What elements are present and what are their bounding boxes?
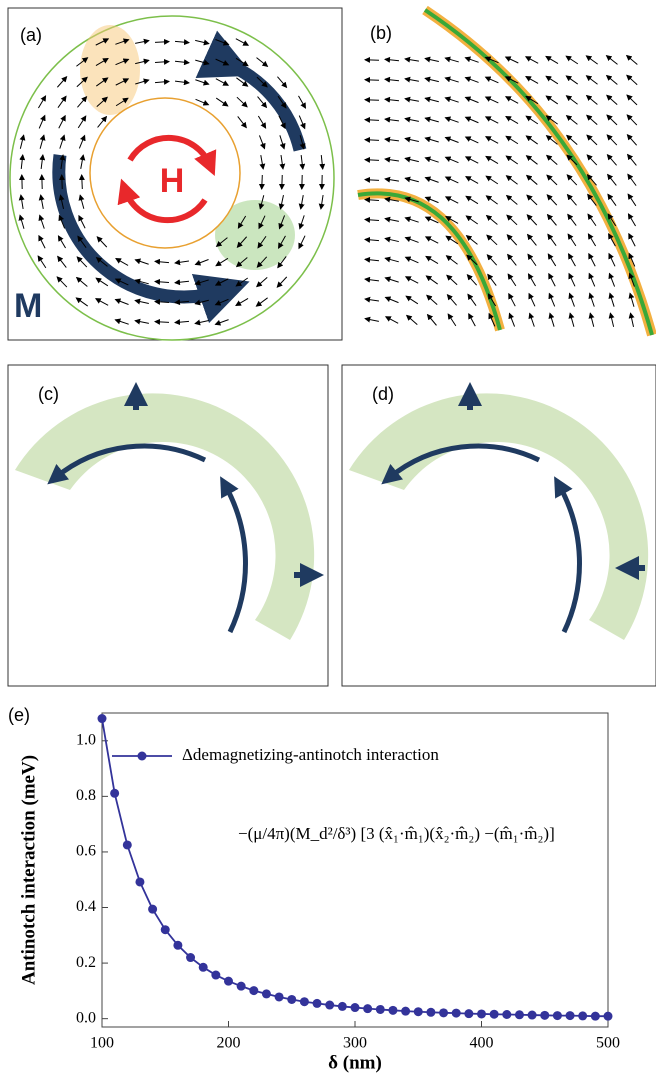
panel-a: H M (a) [8,8,342,340]
data-point [540,1011,549,1020]
legend-label: Δdemagnetizing-antinotch interaction [182,745,439,764]
data-point [262,989,271,998]
data-point [388,1006,397,1015]
y-tick-label: 0.8 [76,787,96,804]
panel-b: (b) [357,8,656,340]
data-point [604,1012,613,1021]
magnetization-label: M [14,287,42,325]
x-tick-label: 100 [90,1035,114,1052]
data-point [351,1003,360,1012]
data-point [148,905,157,914]
data-point [224,977,233,986]
data-point [566,1011,575,1020]
spin-arrow [365,80,379,81]
data-point [313,999,322,1008]
data-point [363,1004,372,1013]
data-point [464,1009,473,1018]
data-point [98,714,107,723]
data-point [578,1011,587,1020]
chart: (e) δ (nm) Antinotch interaction (meV) −… [8,705,620,1074]
legend-marker [138,752,147,761]
formula: −(μ/4π)(M_d²/δ³) [3 (x̂₁·m̂₁)(x̂₂·m̂₂) −… [238,824,555,843]
spin-arrow [62,175,63,189]
data-point [161,925,170,934]
panel-c: (c) [8,365,328,686]
spin-arrow [365,120,379,121]
spin-arrow [365,60,379,61]
data-point [452,1009,461,1018]
x-tick-label: 400 [470,1035,494,1052]
spin-arrow [365,140,379,141]
data-point [123,840,132,849]
data-point [439,1008,448,1017]
x-tick-label: 200 [217,1035,241,1052]
panel-d: (d) [342,365,656,686]
data-point [110,789,119,798]
data-point [135,877,144,886]
data-point [591,1012,600,1021]
data-point [275,992,284,1001]
data-point [173,941,182,950]
x-tick-label: 500 [596,1035,620,1052]
y-tick-label: 0.4 [76,898,96,915]
data-point [515,1010,524,1019]
data-point [490,1010,499,1019]
data-point [414,1007,423,1016]
data-point [186,953,195,962]
data-point [338,1002,347,1011]
field-label: H [160,162,185,200]
data-point [325,1001,334,1010]
data-point [477,1009,486,1018]
data-point [528,1011,537,1020]
panel-label: (c) [38,384,59,404]
panel-label: (e) [8,705,30,725]
data-point [237,982,246,991]
x-axis-title: δ (nm) [328,1052,382,1073]
data-point [249,986,258,995]
data-point [376,1005,385,1014]
y-tick-label: 1.0 [76,731,96,748]
data-point [300,997,309,1006]
spin-arrow [82,175,83,189]
data-point [502,1010,511,1019]
y-tick-label: 0.0 [76,1009,96,1026]
panel-label: (a) [20,25,42,45]
figure: H M (a) (b) (c) (d) (e) δ (nm) [0,0,656,1075]
y-tick-label: 0.6 [76,843,96,860]
data-point [287,995,296,1004]
y-tick-label: 0.2 [76,954,96,971]
data-point [401,1007,410,1016]
spin-arrow [262,175,263,189]
data-point [211,971,220,980]
shade [80,25,140,115]
panel-label: (b) [370,23,392,43]
data-point [553,1011,562,1020]
spin-arrow [365,100,379,101]
y-axis-title: Antinotch interaction (meV) [18,755,39,985]
x-tick-label: 300 [343,1035,367,1052]
data-point [199,963,208,972]
data-point [426,1008,435,1017]
panel-label: (d) [372,384,394,404]
